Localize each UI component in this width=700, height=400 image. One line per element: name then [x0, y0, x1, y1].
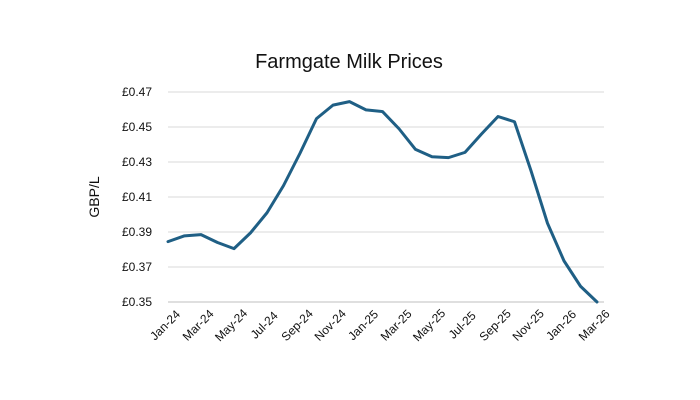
x-tick-label: Jan-25 — [345, 307, 381, 343]
x-tick-labels: Jan-24Mar-24May-24Jul-24Sep-24Nov-24Jan-… — [147, 306, 613, 344]
series-line — [166, 100, 599, 304]
x-tick-label: Sep-24 — [279, 306, 316, 343]
y-tick-label: £0.41 — [122, 190, 152, 204]
x-tick-label: Jul-25 — [446, 308, 479, 341]
x-tick-label: May-24 — [212, 306, 250, 344]
y-tick-label: £0.37 — [122, 260, 152, 274]
gridlines — [168, 91, 604, 303]
x-tick-label: Jan-26 — [543, 307, 579, 343]
x-tick-label: Nov-25 — [510, 306, 547, 343]
x-tick-label: Sep-25 — [477, 306, 514, 343]
x-tick-label: Mar-25 — [378, 307, 415, 344]
x-tick-label: May-25 — [410, 306, 448, 344]
y-tick-label: £0.35 — [122, 295, 152, 309]
x-tick-label: Mar-24 — [180, 307, 217, 344]
y-tick-label: £0.43 — [122, 155, 152, 169]
y-tick-label: £0.39 — [122, 225, 152, 239]
series-group — [166, 100, 599, 304]
x-tick-label: Nov-24 — [312, 306, 349, 343]
chart-title: Farmgate Milk Prices — [255, 51, 443, 73]
x-tick-label: Mar-26 — [576, 307, 613, 344]
y-axis-label: GBP/L — [86, 176, 102, 217]
y-tick-label: £0.47 — [122, 85, 152, 99]
x-tick-label: Jan-24 — [147, 307, 183, 343]
y-tick-labels: £0.35 £0.37 £0.39 £0.41 £0.43 £0.45 £0.47 — [122, 85, 152, 309]
y-tick-label: £0.45 — [122, 120, 152, 134]
x-tick-label: Jul-24 — [248, 308, 281, 341]
